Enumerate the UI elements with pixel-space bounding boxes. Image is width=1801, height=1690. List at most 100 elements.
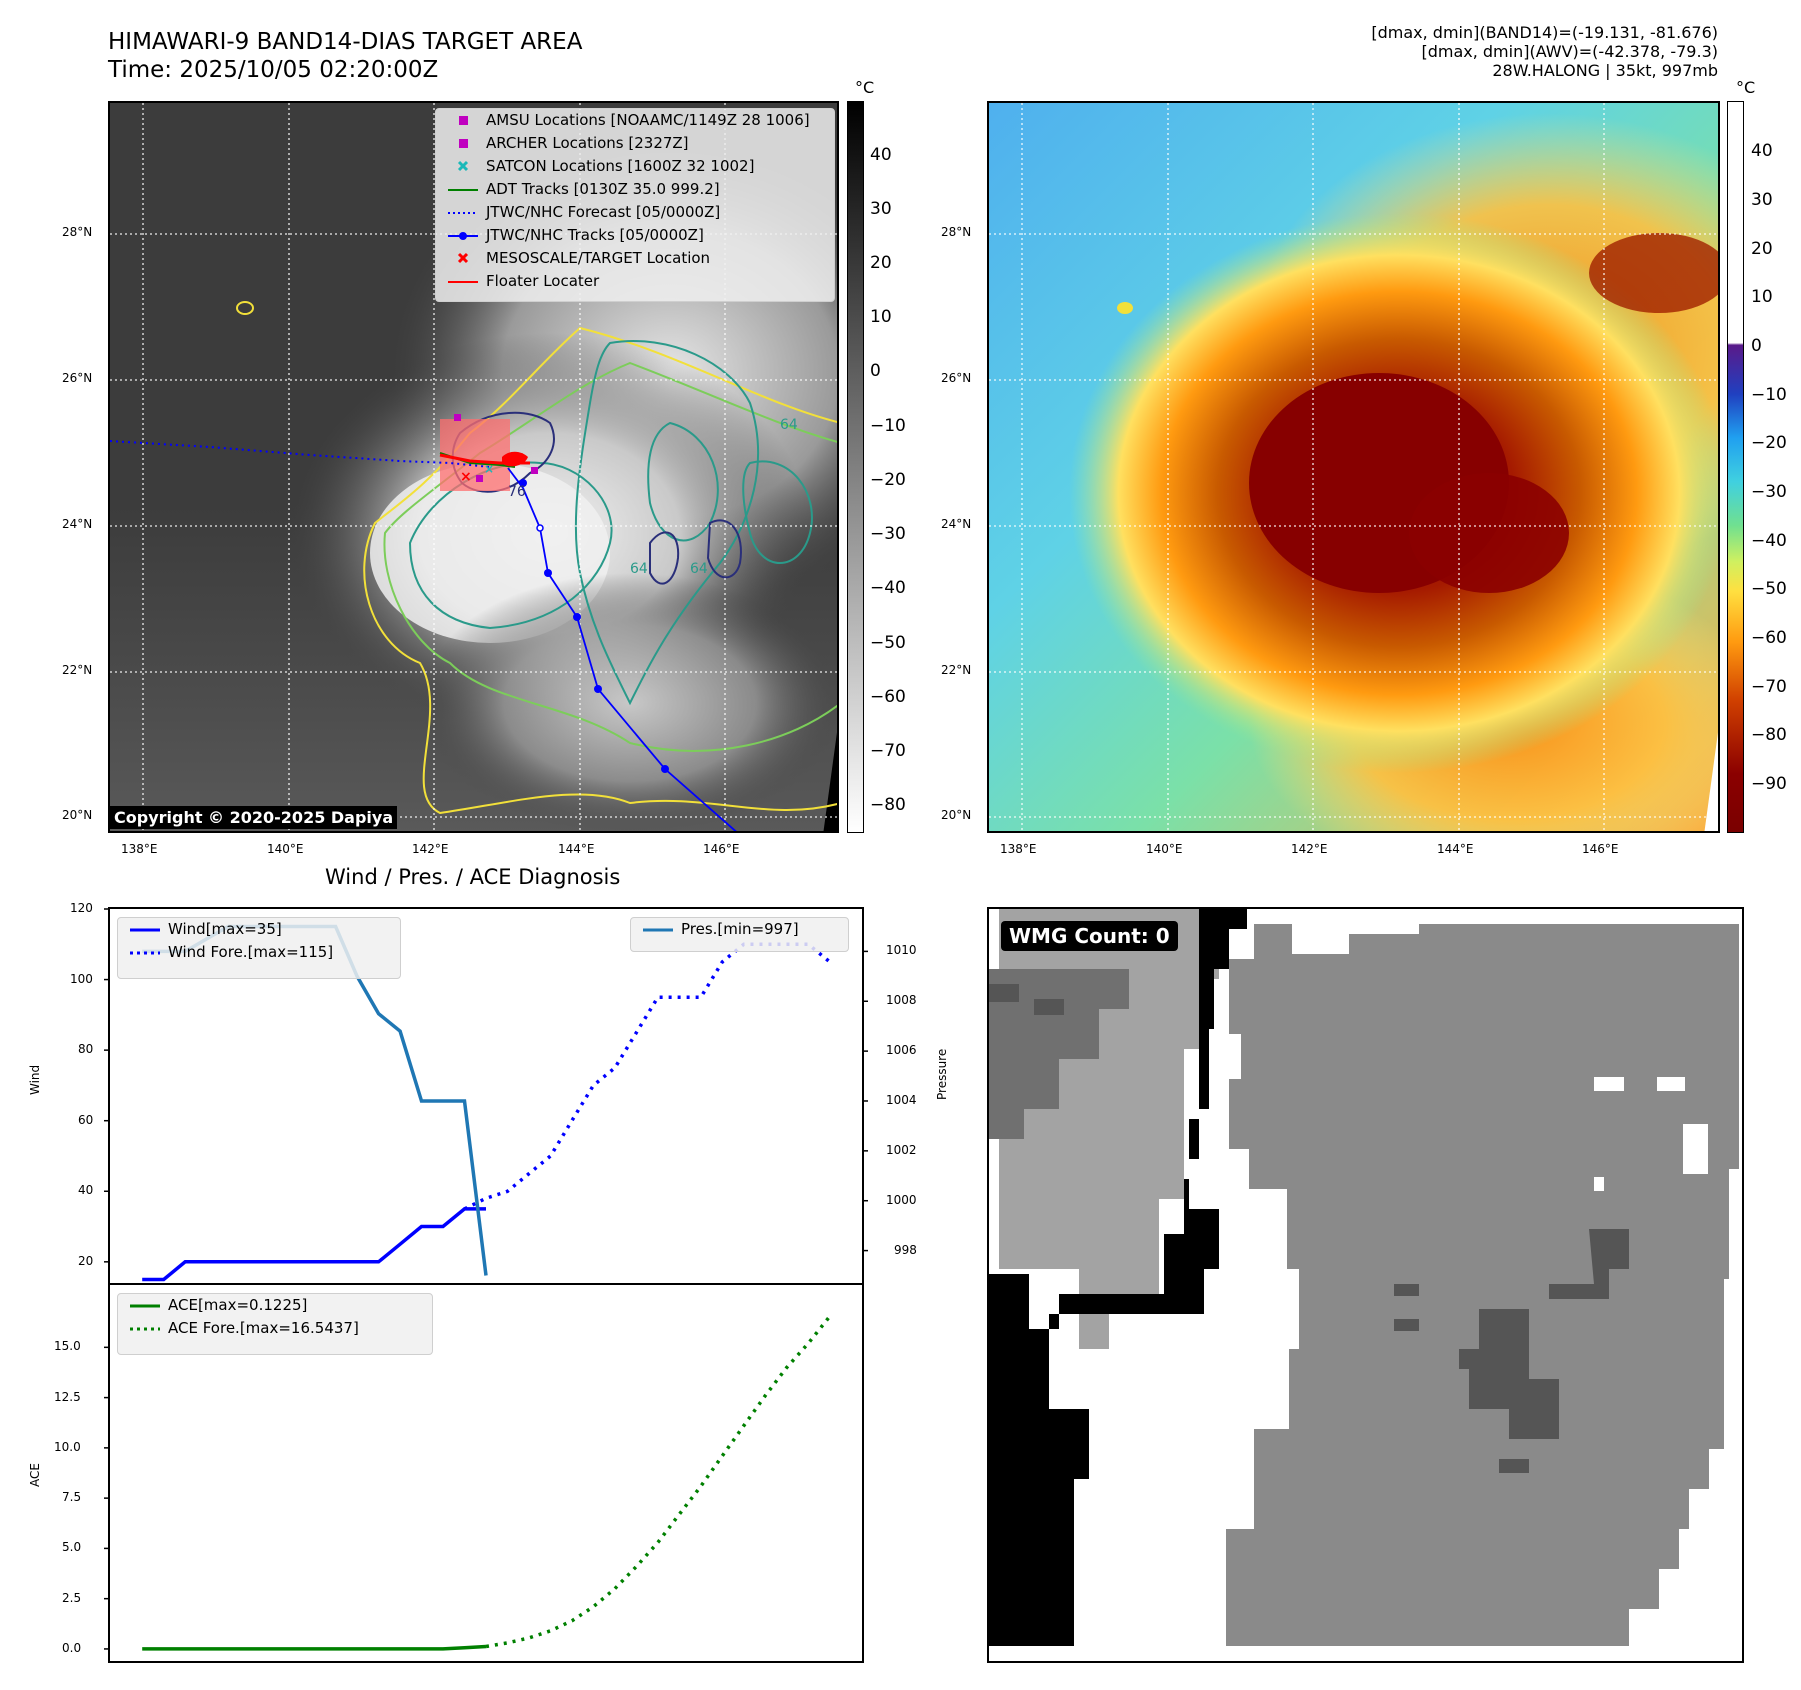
colorbar-tick: −30 <box>1751 482 1787 502</box>
wmg-grid-image <box>989 909 1739 1646</box>
contour-label: 76 <box>508 484 526 500</box>
legend-label: ACE[max=0.1225] <box>168 1296 308 1314</box>
info-storm: 28W.HALONG | 35kt, 997mb <box>1492 61 1718 80</box>
page-title: HIMAWARI-9 BAND14-DIAS TARGET AREA <box>108 29 583 55</box>
legend-label: MESOSCALE/TARGET Location <box>486 249 711 267</box>
amsu-marker <box>454 414 461 421</box>
ace-series-line <box>142 1644 487 1651</box>
lon-tick-label: 146°E <box>1582 842 1619 856</box>
colorbar-tick: −40 <box>870 578 906 598</box>
colorbar-tick: −70 <box>870 741 906 761</box>
pressure-tick-label: 1006 <box>886 1043 917 1058</box>
legend-swatch-line-green <box>448 189 478 191</box>
colorbar-tick: 30 <box>870 199 892 219</box>
legend-swatch-line-red <box>448 281 478 283</box>
legend-label: Wind[max=35] <box>168 920 282 938</box>
legend-item: AMSU Locations [NOAAMC/1149Z 28 1006] <box>436 109 834 132</box>
legend-item: SATCON Locations [1600Z 32 1002] <box>436 155 834 178</box>
legend-label: Floater Locater <box>486 272 600 290</box>
legend-item: ACE Fore.[max=16.5437] <box>118 1317 432 1340</box>
colorbar-tick: −80 <box>870 795 906 815</box>
lon-tick-label: 140°E <box>1146 842 1183 856</box>
ace-tick-label: 7.5 <box>62 1490 82 1505</box>
map-legend: AMSU Locations [NOAAMC/1149Z 28 1006] ARC… <box>435 108 835 302</box>
legend-label: Pres.[min=997] <box>681 920 799 938</box>
ace-plot <box>104 1315 832 1651</box>
jtwc-track-line <box>507 467 737 831</box>
ace-tick-label: 5.0 <box>62 1540 82 1555</box>
ace-axis-label: ACE <box>28 1463 42 1487</box>
colorbar-tick: −90 <box>1751 774 1787 794</box>
legend-item: ARCHER Locations [2327Z] <box>436 132 834 155</box>
wmg-count-label: WMG Count: 0 <box>1001 921 1178 951</box>
wind-tick-label: 20 <box>78 1253 94 1268</box>
pressure-tick-label: 1010 <box>886 943 917 958</box>
pres-legend: Pres.[min=997] <box>630 917 849 952</box>
ace-tick-label: 0.0 <box>62 1640 82 1655</box>
colorbar-tick: −30 <box>870 524 906 544</box>
colorbar-tick: −10 <box>1751 385 1787 405</box>
colorbar-tick: −20 <box>870 470 906 490</box>
colorbar-tick: −60 <box>870 687 906 707</box>
colorbar-tick: −70 <box>1751 677 1787 697</box>
legend-item: JTWC/NHC Forecast [05/0000Z] <box>436 201 834 224</box>
lat-tick-label: 22°N <box>941 663 972 677</box>
pressure-tick-label: 1008 <box>886 993 917 1008</box>
legend-label: SATCON Locations [1600Z 32 1002] <box>486 157 755 175</box>
lat-tick-label: 24°N <box>62 517 93 531</box>
colorbar-tick: −80 <box>1751 725 1787 745</box>
archer-marker <box>476 475 483 482</box>
legend-item: Wind Fore.[max=115] <box>118 941 400 964</box>
legend-swatch-solid <box>130 928 160 932</box>
ir-map-panel: × × 76 64 64 64 AMSU Locations [NOAAMC/1… <box>108 101 839 833</box>
pressure-tick-label: 1002 <box>886 1142 917 1157</box>
colorbar-tick: −20 <box>1751 433 1787 453</box>
legend-swatch-square-magenta <box>459 139 468 148</box>
colorbar-tick: 40 <box>870 145 892 165</box>
colorbar-tick: 10 <box>1751 287 1773 307</box>
legend-label: ACE Fore.[max=16.5437] <box>168 1319 359 1337</box>
contour-label: 64 <box>690 561 708 577</box>
time-label: Time: 2025/10/05 02:20:00Z <box>108 57 439 83</box>
legend-label: ARCHER Locations [2327Z] <box>486 134 689 152</box>
wind-series-line <box>463 942 831 1211</box>
wind-tick-label: 100 <box>70 971 93 986</box>
enhanced-colorbar-unit: °C <box>1736 78 1756 97</box>
wind-tick-label: 120 <box>70 901 93 915</box>
ace-tick-label: 2.5 <box>62 1590 82 1605</box>
colorbar-tick: −10 <box>870 416 906 436</box>
colorbar-tick: 20 <box>1751 239 1773 259</box>
lon-tick-label: 140°E <box>267 842 304 856</box>
info-awv: [dmax, dmin](AWV)=(-42.378, -79.3) <box>1421 42 1718 61</box>
diagnosis-title: Wind / Pres. / ACE Diagnosis <box>325 865 621 889</box>
pressure-axis-label: Pressure <box>935 1048 949 1100</box>
legend-swatch-dotted <box>130 1327 160 1331</box>
ace-legend: ACE[max=0.1225] ACE Fore.[max=16.5437] <box>117 1293 433 1355</box>
legend-label: JTWC/NHC Tracks [05/0000Z] <box>486 226 704 244</box>
lon-tick-label: 142°E <box>1291 842 1328 856</box>
legend-swatch-solid <box>643 928 673 932</box>
lon-tick-label: 138°E <box>1000 842 1037 856</box>
lon-tick-label: 144°E <box>558 842 595 856</box>
legend-label: AMSU Locations [NOAAMC/1149Z 28 1006] <box>486 111 810 129</box>
legend-swatch-dotted-blue <box>448 212 478 214</box>
legend-swatch-line-dot-blue <box>448 232 478 240</box>
legend-item: MESOSCALE/TARGET Location <box>436 247 834 270</box>
legend-item: JTWC/NHC Tracks [05/0000Z] <box>436 224 834 247</box>
wind-axis-label: Wind <box>28 1064 42 1095</box>
legend-swatch-x-cyan <box>457 160 469 172</box>
legend-item: Pres.[min=997] <box>631 918 848 941</box>
legend-label: JTWC/NHC Forecast [05/0000Z] <box>486 203 721 221</box>
enhanced-map-image <box>989 103 1718 831</box>
legend-swatch-dotted <box>130 951 160 955</box>
lon-tick-label: 146°E <box>703 842 740 856</box>
legend-item: ADT Tracks [0130Z 35.0 999.2] <box>436 178 834 201</box>
lon-tick-label: 144°E <box>1437 842 1474 856</box>
lat-tick-label: 26°N <box>62 371 93 385</box>
info-band14: [dmax, dmin](BAND14)=(-19.131, -81.676) <box>1371 23 1718 42</box>
legend-label: ADT Tracks [0130Z 35.0 999.2] <box>486 180 720 198</box>
legend-label: Wind Fore.[max=115] <box>168 943 334 961</box>
legend-swatch-square-magenta <box>459 116 468 125</box>
legend-swatch-solid <box>130 1304 160 1308</box>
colorbar-tick: −50 <box>870 633 906 653</box>
